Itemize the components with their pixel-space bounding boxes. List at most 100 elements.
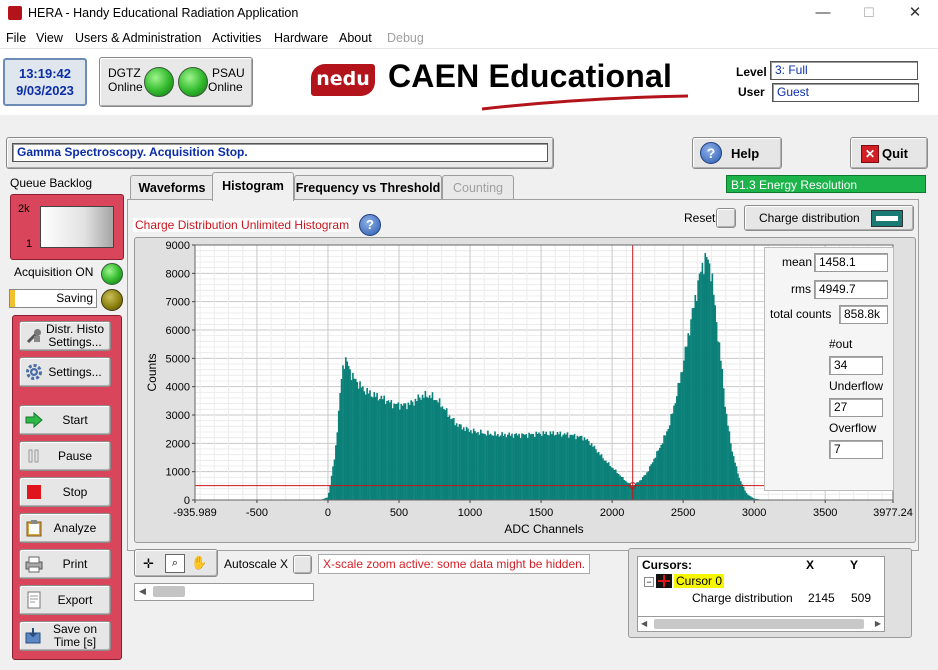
charge-distribution-button[interactable]: Charge distribution (744, 205, 914, 231)
tab-histogram[interactable]: Histogram (212, 172, 294, 201)
menu-activities[interactable]: Activities (212, 31, 262, 45)
histogram-bar (562, 434, 565, 500)
x-scrollbar[interactable]: ◀ (134, 583, 314, 601)
histogram-bar (710, 281, 712, 500)
arrow-right-icon (25, 411, 43, 429)
overflow-value: 7 (829, 440, 883, 459)
quit-x-icon: ✕ (861, 145, 879, 163)
cursor-hscrollbar[interactable]: ◀ ▶ (637, 616, 885, 632)
minimize-button[interactable]: — (815, 4, 831, 21)
histogram-bar (585, 440, 587, 500)
histogram-bar (701, 262, 704, 500)
out-value: 34 (829, 356, 883, 375)
histogram-bar (636, 482, 638, 500)
settings-button[interactable]: Settings... (19, 357, 111, 387)
save-on-time-button[interactable]: Save on Time [s] (19, 621, 111, 651)
cursor-name[interactable]: Cursor 0 (674, 574, 725, 588)
start-button[interactable]: Start (19, 405, 111, 435)
histogram-bar (676, 396, 678, 500)
zoom-warning: X-scale zoom active: some data might be … (318, 554, 591, 574)
pan-tool-icon[interactable]: ✋ (191, 555, 208, 570)
histogram-bar (366, 387, 368, 500)
y-tick-label: 6000 (166, 325, 190, 337)
pause-button[interactable]: Pause (19, 441, 111, 471)
queue-top-label: 2k (18, 203, 30, 215)
histogram-bar (475, 432, 478, 500)
histogram-bar (383, 395, 385, 500)
x-tick-label: 2000 (600, 507, 624, 519)
scroll-left-icon[interactable]: ◀ (139, 586, 146, 596)
settings-label: Settings... (48, 364, 102, 379)
scroll-thumb[interactable] (153, 586, 185, 597)
histogram-bar (558, 434, 560, 500)
stop-button[interactable]: Stop (19, 477, 111, 507)
export-button[interactable]: Export (19, 585, 111, 615)
gear-icon (26, 364, 42, 380)
histogram-bar (715, 322, 718, 500)
histogram-bar (549, 431, 552, 500)
zoom-tool-icon[interactable]: ⌕ (165, 554, 185, 573)
crosshair-tool-icon[interactable]: ✛ (143, 556, 154, 571)
maximize-button[interactable]: ☐ (863, 5, 875, 20)
tab-waveforms[interactable]: Waveforms (130, 175, 214, 200)
histogram-bar (700, 271, 702, 500)
histogram-bar (749, 496, 752, 500)
histogram-bar (670, 413, 672, 500)
y-tick-label: 4000 (166, 382, 190, 394)
autoscale-x-toggle[interactable] (293, 555, 312, 574)
pause-label: Pause (57, 448, 93, 463)
histogram-bar (325, 497, 327, 500)
menu-view[interactable]: View (36, 31, 63, 45)
histogram-bar (654, 457, 657, 500)
histogram-bar (612, 468, 614, 500)
menu-hardware[interactable]: Hardware (274, 31, 329, 45)
start-label: Start (62, 412, 88, 427)
queue-level-bar (40, 206, 114, 248)
histogram-bar (353, 378, 356, 500)
help-icon: ? (700, 142, 722, 164)
menu-about[interactable]: About (339, 31, 372, 45)
histogram-bar (509, 435, 512, 500)
clock-display: 13:19:42 9/03/2023 (3, 58, 87, 106)
histogram-bar (470, 430, 472, 500)
histogram-bar (418, 397, 421, 500)
histogram-bar (747, 494, 749, 500)
histogram-bar (617, 473, 620, 500)
collapse-toggle-icon[interactable]: − (644, 577, 654, 587)
histogram-bar (326, 497, 329, 500)
cursor-scroll-thumb[interactable] (654, 619, 864, 629)
y-tick-label: 8000 (166, 268, 190, 280)
histogram-bar (492, 435, 495, 500)
histogram-bar (464, 430, 466, 500)
histogram-bar (614, 469, 617, 500)
quit-button[interactable]: ✕ Quit (850, 137, 928, 169)
total-counts-value: 858.8k (839, 305, 888, 324)
menu-file[interactable]: File (6, 31, 27, 45)
histogram-bar (568, 437, 570, 500)
cursor-scroll-right-icon[interactable]: ▶ (874, 619, 881, 628)
histogram-bar (539, 434, 542, 500)
graph-tools-palette[interactable]: ✛ ⌕ ✋ (134, 549, 218, 577)
help-button[interactable]: ? Help (692, 137, 782, 169)
psau-label: PSAU (212, 66, 245, 80)
x-tick-label: 1000 (458, 507, 482, 519)
histogram-help-icon[interactable]: ? (359, 214, 381, 236)
print-button[interactable]: Print (19, 549, 111, 579)
histogram-bar (460, 424, 462, 500)
menu-users-administration[interactable]: Users & Administration (75, 31, 202, 45)
histogram-bar (744, 490, 746, 500)
close-button[interactable]: ✕ (908, 4, 922, 21)
tab-frequency-vs-threshold[interactable]: Frequency vs Threshold (294, 175, 442, 200)
cursor-scroll-left-icon[interactable]: ◀ (641, 619, 648, 628)
histogram-bar (731, 451, 734, 500)
acquisition-label: Acquisition ON (14, 265, 94, 279)
distr-histo-settings-button[interactable]: Distr. Histo Settings... (19, 321, 111, 351)
histogram-bar (423, 397, 425, 500)
histogram-bar (650, 464, 653, 500)
analyze-button[interactable]: Analyze (19, 513, 111, 543)
reset-toggle[interactable] (716, 208, 736, 228)
histogram-bar (668, 425, 671, 500)
histogram-bar (350, 379, 353, 500)
histogram-bar (498, 436, 501, 500)
histogram-bar (349, 369, 351, 500)
